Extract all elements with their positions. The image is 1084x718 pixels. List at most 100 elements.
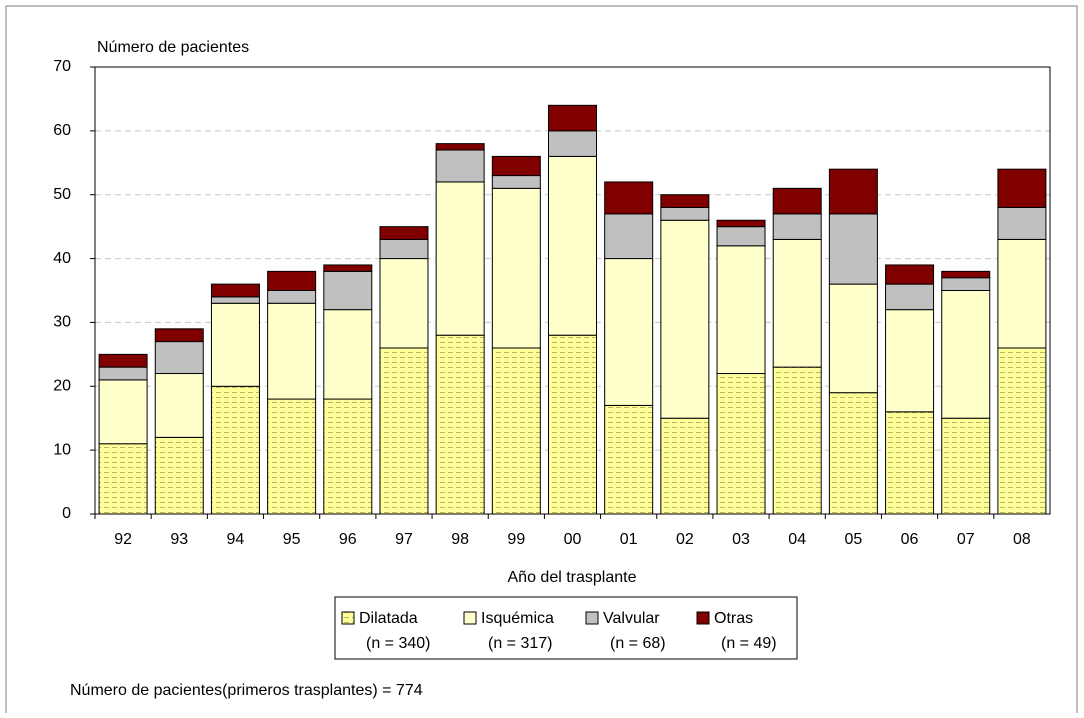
x-tick-label: 07: [957, 531, 975, 548]
bar-segment: [98, 379, 148, 445]
bar-segment: [154, 373, 204, 438]
x-tick-label: 94: [227, 531, 245, 548]
bar-segment: [267, 290, 317, 304]
x-tick-label: 03: [732, 531, 750, 548]
legend-note: (n = 317): [488, 635, 552, 652]
bar-segment: [828, 392, 878, 515]
x-tick-label: 05: [844, 531, 862, 548]
x-tick-label: 02: [676, 531, 694, 548]
bar-segment: [379, 258, 429, 349]
bar-segment: [548, 130, 597, 157]
legend-note: (n = 340): [366, 635, 430, 652]
x-tick-label: 93: [170, 531, 188, 548]
bar-segment: [772, 238, 822, 368]
bar-segment: [210, 385, 260, 515]
bar-segment: [604, 213, 654, 260]
bar-segment: [716, 245, 766, 375]
legend-swatch: [585, 611, 599, 625]
legend-label: Otras: [714, 610, 753, 627]
bar-segment: [660, 219, 710, 419]
x-tick-label: 92: [114, 531, 132, 548]
bar-segment: [660, 417, 710, 515]
legend-swatch: [463, 611, 477, 625]
y-tick-label: 0: [62, 505, 71, 522]
bar-segment: [435, 143, 485, 151]
bar-segment: [828, 213, 878, 285]
y-tick-label: 50: [53, 186, 71, 203]
footnote: Número de pacientes(primeros trasplantes…: [70, 682, 423, 699]
bar-segment: [941, 277, 991, 292]
bar-segment: [716, 373, 766, 515]
bar-segment: [716, 219, 766, 228]
bar-segment: [772, 213, 822, 240]
legend-note: (n = 49): [721, 635, 777, 652]
bar-segment: [210, 296, 260, 304]
bar-segment: [548, 155, 597, 336]
frame: [5, 5, 1078, 713]
legend-label: Valvular: [603, 610, 660, 627]
y-tick-label: 40: [53, 250, 71, 267]
bar-segment: [154, 341, 204, 375]
bar-segment: [379, 238, 429, 260]
y-tick-label: 30: [53, 314, 71, 331]
bar-segment: [885, 309, 935, 413]
bar-segment: [210, 302, 260, 387]
bar-segment: [941, 290, 991, 419]
bar-segment: [604, 181, 654, 215]
x-tick-label: 04: [788, 531, 806, 548]
bar-segment: [772, 187, 822, 215]
y-tick-label: 70: [53, 58, 71, 75]
bar-segment: [435, 149, 485, 183]
y-tick-label: 60: [53, 122, 71, 139]
x-tick-label: 01: [620, 531, 638, 548]
x-tick-label: 95: [283, 531, 301, 548]
y-tick-label: 20: [53, 378, 71, 395]
bar-segment: [98, 366, 148, 381]
bar-segment: [660, 194, 710, 208]
bar-segment: [997, 206, 1047, 240]
y-tick-label: 10: [53, 441, 71, 458]
legend-swatch: [696, 611, 710, 625]
bar-segment: [435, 181, 485, 336]
bar-segment: [885, 264, 935, 285]
bar-segment: [267, 302, 317, 400]
bar-segment: [885, 283, 935, 311]
legend-swatch: [341, 611, 355, 625]
x-tick-label: 97: [395, 531, 413, 548]
x-axis-label: Año del trasplante: [508, 569, 637, 586]
bar-segment: [997, 347, 1047, 515]
bar-segment: [323, 398, 373, 515]
x-tick-label: 96: [339, 531, 357, 548]
bar-segment: [660, 206, 710, 221]
bar-segment: [323, 270, 373, 311]
legend-box: [334, 596, 798, 660]
bar-segment: [941, 270, 991, 279]
legend-label: Isquémica: [481, 610, 554, 627]
bar-segment: [98, 443, 148, 515]
bar-segment: [210, 283, 260, 298]
bar-segment: [323, 309, 373, 400]
x-tick-label: 00: [564, 531, 582, 548]
bar-segment: [548, 334, 597, 515]
bar-segment: [548, 104, 597, 132]
x-tick-label: 06: [901, 531, 919, 548]
bar-segment: [828, 283, 878, 394]
x-tick-label: 98: [451, 531, 469, 548]
bar-segment: [772, 366, 822, 515]
bar-segment: [604, 404, 654, 515]
bar-segment: [491, 187, 541, 349]
bar-segment: [716, 226, 766, 247]
bar-segment: [98, 353, 148, 368]
bar-segment: [828, 168, 878, 215]
bar-segment: [491, 347, 541, 515]
legend-note: (n = 68): [610, 635, 666, 652]
bar-segment: [941, 417, 991, 515]
bar-segment: [997, 238, 1047, 349]
legend-label: Dilatada: [359, 610, 418, 627]
bar-segment: [267, 270, 317, 292]
bar-segment: [435, 334, 485, 515]
bar-segment: [379, 347, 429, 515]
bar-segment: [154, 436, 204, 515]
